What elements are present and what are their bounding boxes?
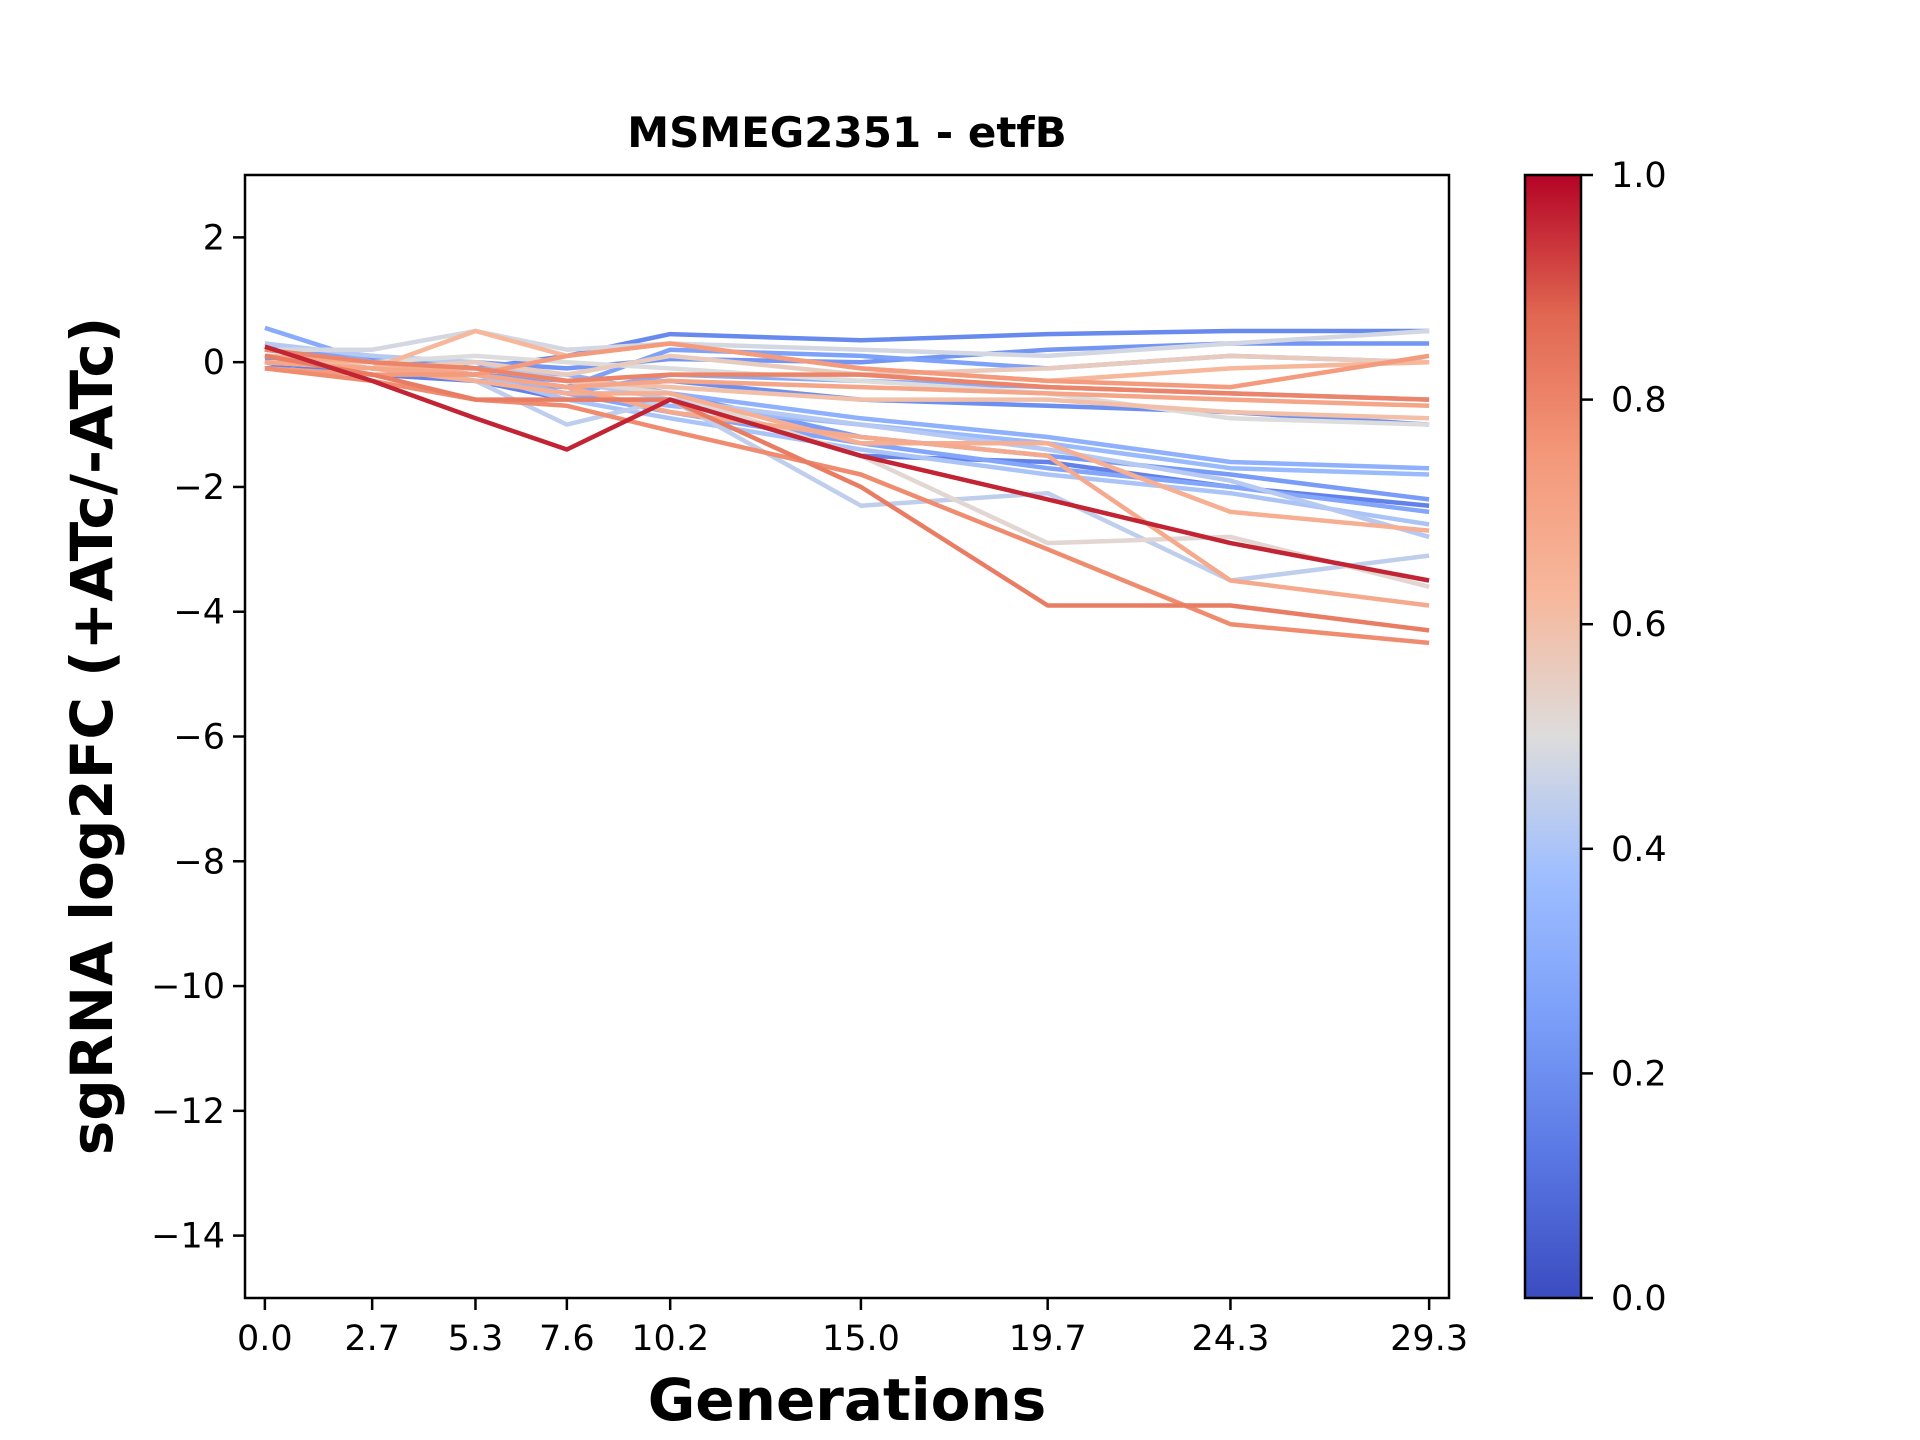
x-tick-label: 15.0: [822, 1319, 900, 1359]
chart-title: MSMEG2351 - etfB: [627, 108, 1066, 157]
y-axis-label: sgRNA log2FC (+ATc/-ATc): [58, 317, 126, 1155]
x-tick-label: 10.2: [631, 1319, 709, 1359]
colorbar-tick-label: 0.2: [1611, 1054, 1667, 1094]
y-tick-label: −14: [151, 1217, 225, 1257]
x-tick-label: 24.3: [1191, 1319, 1269, 1359]
y-tick-label: −12: [151, 1092, 225, 1132]
y-tick-label: −8: [173, 842, 225, 882]
x-tick-label: 5.3: [448, 1319, 504, 1359]
y-axis: 2 0 −2 −4 −6 −8 −10 −12 −14: [151, 218, 245, 1257]
colorbar-tick-label: 1.0: [1611, 156, 1667, 196]
series-lines: [264, 325, 1430, 646]
colorbar-tick-label: 0.4: [1611, 830, 1667, 870]
x-tick-label: 2.7: [344, 1319, 400, 1359]
y-tick-label: −10: [151, 967, 225, 1007]
x-tick-label: 29.3: [1390, 1319, 1468, 1359]
x-tick-label: 0.0: [237, 1319, 293, 1359]
series-line-24: [264, 366, 1430, 646]
x-tick-label: 7.6: [539, 1319, 595, 1359]
colorbar: [1523, 173, 1583, 1300]
y-tick-label: −2: [173, 468, 225, 508]
x-tick-label: 19.7: [1009, 1319, 1087, 1359]
colorbar-tick-label: 0.8: [1611, 381, 1667, 421]
colorbar-tick-label: 0.0: [1611, 1279, 1667, 1319]
y-tick-label: 2: [203, 218, 225, 258]
series-line-22: [264, 359, 1430, 409]
colorbar-tick-label: 0.6: [1611, 605, 1667, 645]
series-line-27: [264, 344, 1430, 583]
colorbar-axis: 0.0 0.2 0.4 0.6 0.8 1.0: [1581, 156, 1667, 1319]
x-axis-label: Generations: [648, 1366, 1047, 1434]
x-axis: 0.0 2.7 5.3 7.6 10.2 15.0 19.7 24.3 29.3: [237, 1298, 1468, 1359]
series-line-23: [264, 341, 1430, 390]
y-tick-label: −4: [173, 593, 225, 633]
y-tick-label: 0: [203, 343, 225, 383]
y-tick-label: −6: [173, 718, 225, 758]
series-line-26: [264, 347, 1430, 402]
